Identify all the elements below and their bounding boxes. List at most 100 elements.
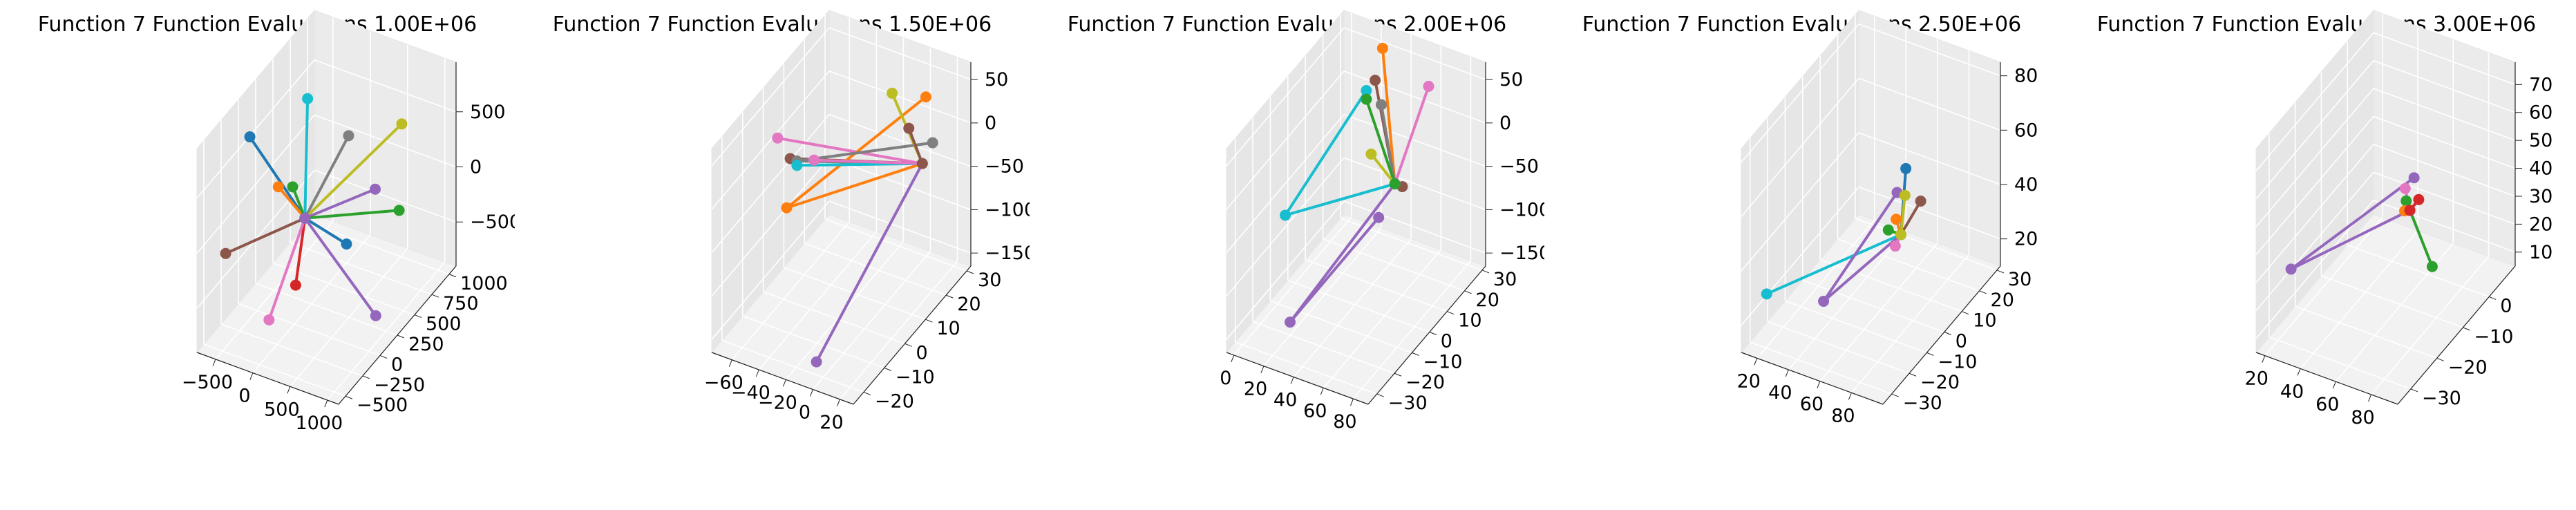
- data-point: [1818, 295, 1830, 307]
- y-tick: [397, 334, 405, 339]
- gridline: [711, 70, 830, 210]
- x-axis-line: [2255, 352, 2398, 405]
- gridline: [290, 242, 433, 295]
- data-point: [781, 202, 793, 214]
- y-tick-label: −30: [1903, 393, 1942, 414]
- gridline: [1741, 77, 1859, 217]
- gridline: [784, 267, 926, 320]
- axis-panes: [1741, 9, 2001, 405]
- gridline: [804, 243, 947, 296]
- data-series: [2285, 172, 2438, 275]
- z-tick-label: 70: [2529, 74, 2553, 95]
- gridline: [1270, 300, 1412, 354]
- gridlines: [1741, 14, 2001, 395]
- gridline: [1343, 157, 1486, 211]
- y-tick-label: 0: [916, 342, 928, 363]
- data-point: [1915, 196, 1926, 207]
- tick-labels: 20 40 60 80 −30 −20 −10 0 10 20 30 40 50 60 70: [2245, 74, 2553, 428]
- data-point: [1365, 148, 1377, 160]
- series-line: [225, 216, 306, 255]
- data-point: [244, 131, 256, 143]
- data-point: [1899, 189, 1911, 201]
- data-point: [791, 160, 803, 171]
- y-tick-label: 250: [408, 334, 444, 355]
- data-point: [1375, 99, 1387, 111]
- data-point: [263, 314, 275, 325]
- y-tick: [1891, 393, 1899, 397]
- z-tick-label: 20: [2014, 229, 2038, 250]
- subplot-5: Function 7 Function Evaluations 3.00E+06…: [2059, 0, 2574, 510]
- gridline: [314, 59, 457, 113]
- y-tick: [1996, 270, 2005, 274]
- gridline: [1287, 279, 1430, 333]
- x-tick-label: 60: [1303, 400, 1327, 422]
- gridline: [828, 200, 972, 254]
- gridline: [1756, 219, 1875, 359]
- x-tick: [1349, 398, 1354, 406]
- x-tick-label: 20: [820, 412, 843, 433]
- gridline: [1741, 132, 1859, 272]
- x-axis-line: [1226, 352, 1369, 405]
- x-tick: [324, 399, 328, 408]
- y-tick: [379, 355, 388, 359]
- gridline: [711, 200, 830, 340]
- data-point: [1373, 211, 1385, 223]
- gridline: [1819, 243, 1938, 382]
- gridline: [2373, 115, 2516, 169]
- y-tick-label: 0: [1955, 331, 1967, 352]
- x-tick: [1231, 355, 1235, 363]
- y-tick-label: −10: [1423, 351, 1462, 372]
- x-tick-label: −60: [704, 372, 744, 394]
- data-point: [808, 154, 820, 166]
- y-tick-label: −20: [1920, 372, 1960, 393]
- gridline: [220, 323, 363, 377]
- data-point: [927, 137, 938, 149]
- x-tick-label: 0: [1220, 368, 1231, 389]
- series-line: [1765, 233, 1902, 296]
- gridline: [2255, 144, 2374, 283]
- data-point: [903, 122, 915, 134]
- x-tick-label: 20: [2245, 368, 2269, 390]
- gridline: [2264, 217, 2383, 357]
- data-point: [1423, 80, 1434, 92]
- z-tick-label: 80: [2014, 66, 2038, 87]
- gridline: [1750, 341, 1892, 395]
- x-tick-label: 60: [1800, 394, 1824, 415]
- subplot-2: Function 7 Function Evaluations 1.50E+06…: [515, 0, 1030, 510]
- series-line: [303, 217, 377, 317]
- x-tick: [1754, 358, 1758, 366]
- x-tick-label: 80: [1831, 405, 1855, 426]
- series-line: [1393, 86, 1430, 185]
- gridline: [2295, 305, 2437, 359]
- y-tick-label: 0: [2500, 295, 2512, 317]
- y-tick-label: −250: [374, 375, 425, 396]
- y-tick-label: 10: [936, 318, 960, 339]
- gridline: [2255, 171, 2374, 311]
- y-axis-line: [2397, 265, 2516, 405]
- axes: [711, 62, 978, 407]
- y-tick: [925, 319, 933, 323]
- data-series: [220, 93, 408, 325]
- y-tick-label: 30: [2008, 269, 2032, 290]
- y-tick: [2463, 327, 2470, 331]
- x-tick-label: −20: [758, 392, 797, 413]
- y-tick-label: 20: [1991, 290, 2014, 311]
- gridline: [1263, 227, 1382, 367]
- series-line: [305, 209, 399, 220]
- data-point: [2404, 205, 2416, 216]
- data-series: [772, 87, 938, 368]
- x-tick-label: 80: [2351, 407, 2374, 428]
- z-tick-label: −150: [1499, 243, 1544, 264]
- z-tick-label: 50: [2529, 130, 2553, 151]
- z-tick-label: 60: [2014, 120, 2038, 141]
- gridlines: [1226, 12, 1486, 399]
- data-point: [1285, 317, 1296, 328]
- gridline: [839, 261, 958, 400]
- gridline: [763, 291, 905, 345]
- data-point: [272, 181, 284, 193]
- gridline: [196, 114, 315, 254]
- gridline: [711, 27, 830, 167]
- data-point: [343, 130, 354, 142]
- gridline: [1788, 231, 1906, 370]
